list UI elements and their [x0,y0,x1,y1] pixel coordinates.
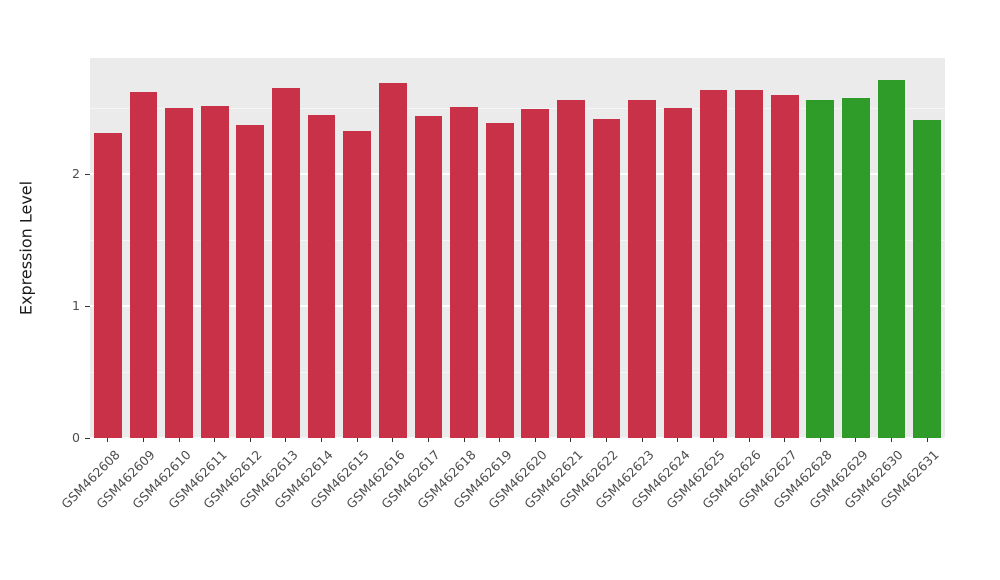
bar-GSM462622 [592,118,621,438]
x-tick-mark [748,438,750,442]
y-tick-mark [85,306,90,308]
x-tick-mark [499,438,501,442]
bar-GSM462626 [735,89,763,438]
x-tick-mark [356,438,358,442]
bar-GSM462625 [699,89,728,438]
bar-GSM462631 [913,120,942,438]
bar-GSM462612 [236,125,265,438]
bar-GSM462613 [272,88,300,438]
x-tick-mark [249,438,251,442]
bar-GSM462616 [378,83,407,438]
bar-GSM462614 [307,114,336,438]
x-tick-mark [712,438,714,442]
x-tick-mark [178,438,180,442]
y-tick-label: 2 [72,166,80,182]
bar-GSM462624 [663,108,692,438]
x-tick-mark [321,438,323,442]
bar-GSM462617 [414,116,443,438]
bar-GSM462620 [521,109,550,438]
bar-GSM462630 [877,80,906,438]
bar-GSM462608 [93,133,122,438]
y-tick-label: 0 [72,430,80,445]
x-tick-mark [107,438,109,442]
bar-GSM462628 [806,100,835,438]
x-tick-mark [570,438,572,442]
bar-GSM462619 [485,122,514,438]
x-tick-mark [534,438,536,442]
bar-GSM462629 [842,97,870,438]
y-tick-mark [85,174,90,176]
x-tick-mark [606,438,608,442]
bar-GSM462610 [165,108,193,438]
x-tick-mark [392,438,394,442]
plot-panel [90,58,945,439]
x-tick-mark [677,438,679,442]
bar-GSM462611 [200,105,229,438]
x-tick-mark [819,438,821,442]
bar-GSM462627 [770,94,799,438]
x-tick-mark [463,438,465,442]
y-tick-mark [85,438,90,439]
x-tick-mark [891,438,893,442]
bar-GSM462621 [557,100,585,438]
y-axis-title: Expression Level [16,180,36,316]
x-tick-mark [285,438,287,442]
bar-GSM462623 [628,100,657,438]
bar-GSM462615 [343,130,372,438]
x-tick-mark [855,438,857,442]
y-tick-label: 1 [72,298,80,314]
x-tick-mark [427,438,429,442]
x-tick-mark [926,438,928,442]
x-tick-mark [214,438,216,442]
bar-GSM462618 [450,106,478,438]
x-tick-mark [142,438,144,442]
bar-GSM462609 [129,92,158,438]
x-tick-mark [641,438,643,442]
x-tick-mark [784,438,786,442]
